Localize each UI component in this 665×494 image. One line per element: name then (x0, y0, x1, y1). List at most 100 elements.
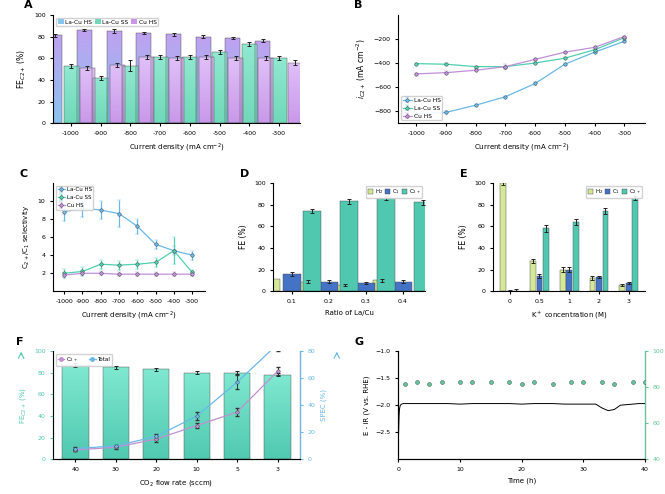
Bar (166, 115, 181, 116)
Bar (212, 79, 227, 81)
Bar (225, 56, 241, 58)
Bar (106, 92, 122, 94)
Bar (110, 109, 124, 110)
C$_{2+}$ (71, 447, 79, 453)
Bar (63, 420, 88, 422)
Bar (288, 72, 303, 74)
Bar (77, 110, 92, 112)
Bar (212, 100, 227, 102)
Bar (199, 109, 213, 110)
Bar (258, 102, 273, 104)
Bar (110, 100, 124, 101)
Bar (63, 409, 88, 411)
Bar (106, 31, 122, 33)
Bar (242, 91, 257, 93)
Bar (169, 91, 184, 92)
Bar (169, 101, 184, 102)
Bar (166, 81, 181, 82)
Bar (143, 411, 170, 412)
Bar (64, 70, 78, 72)
Bar (123, 105, 138, 106)
Bar (228, 87, 243, 88)
Bar (258, 84, 273, 85)
Bar (153, 110, 168, 111)
Bar (212, 57, 227, 59)
Bar (377, 198, 395, 291)
Bar (255, 67, 270, 69)
Bar (184, 388, 210, 390)
Bar (242, 85, 257, 87)
Bar (106, 90, 122, 92)
Bar (169, 62, 184, 63)
Bar (182, 58, 198, 60)
Bar (106, 41, 122, 42)
Bar (77, 47, 92, 48)
Bar (184, 374, 210, 376)
Bar (77, 118, 92, 120)
Bar (102, 432, 129, 434)
Bar (80, 110, 95, 111)
Bar (258, 109, 273, 110)
Bar (47, 83, 63, 84)
Bar (255, 59, 270, 61)
Bar (136, 60, 152, 62)
Bar (212, 93, 227, 95)
Bar (196, 43, 211, 45)
Bar (184, 390, 210, 392)
Bar (199, 110, 213, 111)
Bar (110, 67, 124, 68)
Bar (77, 90, 92, 91)
Bar (169, 112, 184, 113)
Bar (184, 376, 210, 378)
Bar (265, 375, 291, 459)
Bar (106, 64, 122, 66)
Bar (123, 75, 138, 76)
Bar (224, 416, 250, 418)
Bar (153, 81, 168, 82)
Bar (77, 73, 92, 75)
Bar (242, 49, 257, 50)
Bar (228, 120, 243, 121)
Bar (153, 106, 168, 107)
Bar (139, 115, 154, 117)
Bar (288, 101, 303, 103)
Bar (77, 52, 92, 54)
Bar (80, 111, 95, 112)
Bar (136, 85, 152, 87)
Bar (64, 122, 78, 124)
Bar (196, 92, 211, 94)
Bar (224, 397, 250, 399)
Bar (258, 71, 273, 73)
Bar (196, 80, 211, 82)
Bar (139, 81, 154, 82)
Bar (184, 395, 210, 397)
Bar (93, 109, 108, 110)
Bar (182, 106, 198, 107)
Bar (80, 79, 95, 80)
Bar (199, 69, 213, 70)
Bar (123, 92, 138, 93)
Bar (265, 434, 291, 436)
Bar (212, 121, 227, 122)
Bar (136, 89, 152, 91)
Bar (123, 122, 138, 124)
Bar (63, 405, 88, 407)
Bar (63, 388, 88, 390)
Bar (225, 96, 241, 97)
Bar (139, 57, 154, 58)
Bar (153, 87, 168, 89)
Bar (123, 101, 138, 103)
Bar (110, 87, 124, 88)
Bar (136, 73, 152, 75)
Bar (106, 96, 122, 97)
Bar (143, 404, 170, 406)
Bar (242, 44, 257, 124)
Bar (271, 62, 287, 63)
Bar (47, 116, 63, 118)
Bar (225, 115, 241, 117)
Bar (182, 81, 198, 82)
Bar (139, 82, 154, 83)
Bar (184, 451, 210, 453)
Bar (199, 66, 213, 68)
Bar (77, 93, 92, 95)
